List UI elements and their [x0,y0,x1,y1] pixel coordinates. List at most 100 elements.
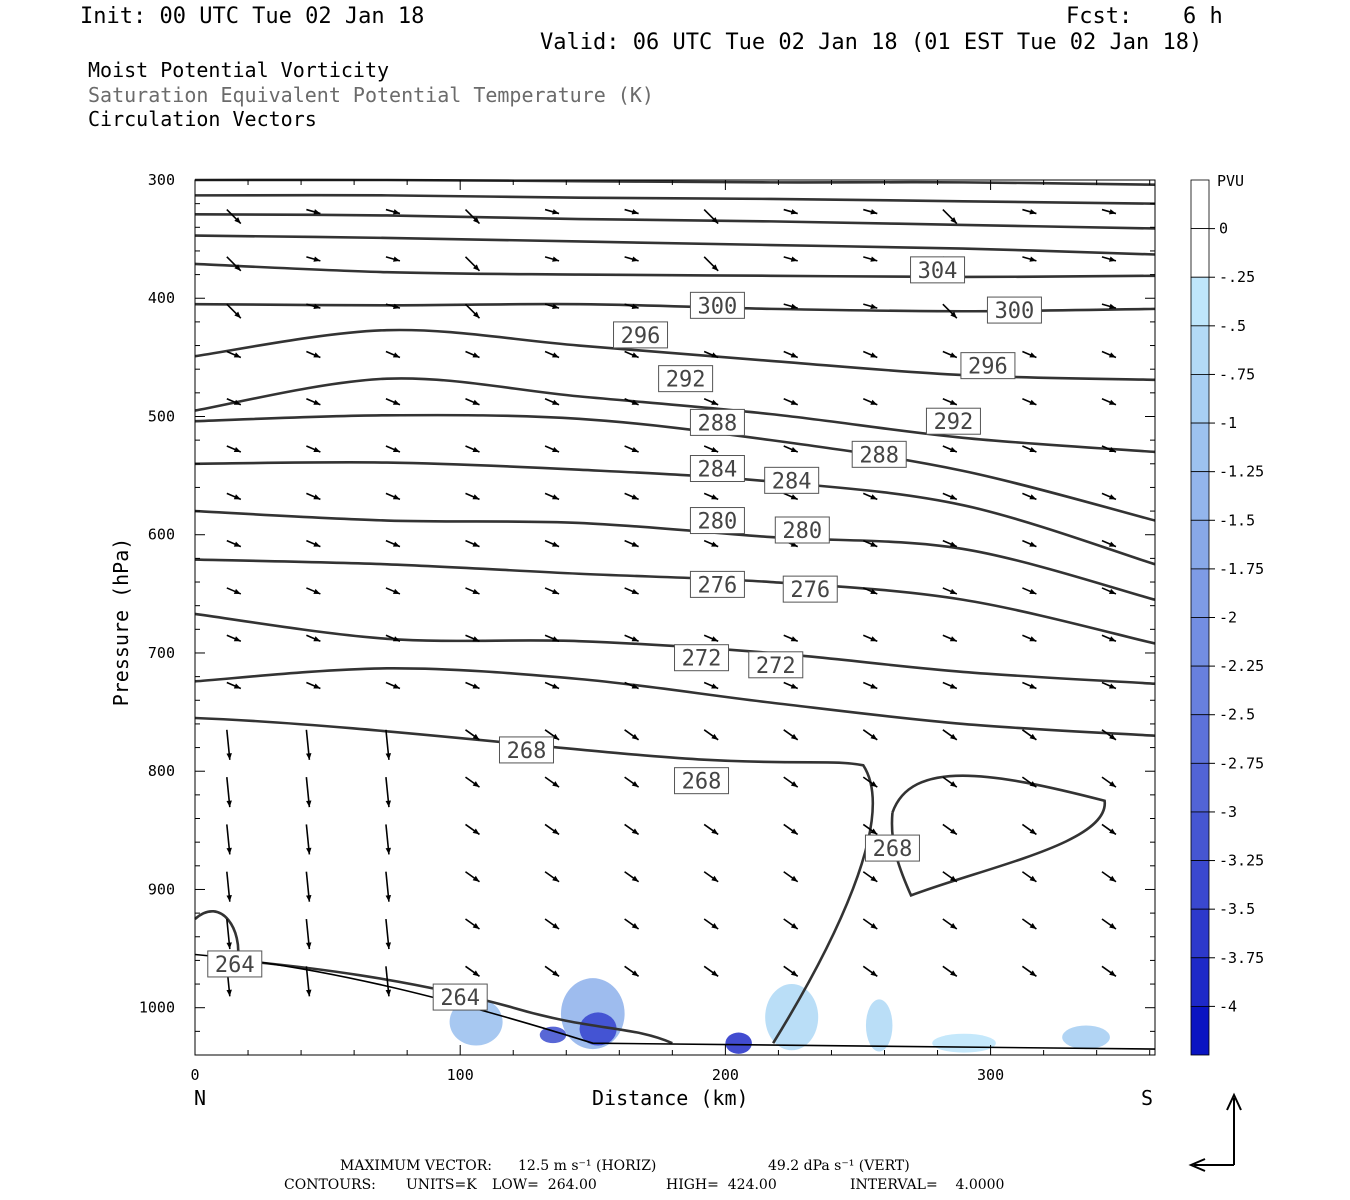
contour-label-box [674,644,730,672]
circulation-vector-head [233,588,241,594]
circulation-vector-head [392,209,400,215]
circulation-vector-head [950,733,957,740]
fcst-label: Fcst: [1066,4,1133,29]
circulation-vector-head [711,875,719,882]
colorbar-label: -.75 [1219,365,1255,383]
contour-label-box [748,651,804,679]
isentrope-line [194,178,1156,187]
circulation-vector-head [949,447,957,453]
contour-label-box [851,440,907,468]
contour-label: 304 [918,259,958,284]
valid-time: Valid: 06 UTC Tue 02 Jan 18 (01 EST Tue … [540,30,1203,55]
contour-label: 268 [873,837,913,862]
circulation-vector-head [1108,683,1116,689]
contour-label: 300 [995,299,1035,324]
circulation-vector-head [1029,209,1037,215]
contour-label: 284 [772,469,812,494]
circulation-vector-head [385,989,392,997]
circulation-vector-head [313,352,321,358]
colorbar-segment [1190,714,1210,764]
pv-shading [932,1033,996,1053]
circulation-vector-head [790,828,798,835]
init-time: Init: 00 UTC Tue 02 Jan 18 [80,4,425,29]
circulation-vector-head [870,733,878,740]
contour-label-box [960,352,1016,380]
circulation-vector-head [949,541,957,547]
circulation-vector-head [1029,399,1037,405]
x-tick-label: 0 [190,1066,199,1084]
circulation-vector-head [631,733,639,740]
circulation-vector-head [950,217,957,224]
circulation-vector-head [306,989,312,997]
circulation-vector-head [313,399,321,405]
circulation-vector-head [552,541,560,547]
circulation-vector-head [313,588,321,594]
circulation-vector-head [473,311,480,319]
circulation-vector-head [631,352,639,358]
colorbar-segment [1190,422,1210,473]
footer-low: LOW= 264.00 [492,1177,597,1193]
circulation-vector-head [472,352,480,358]
circulation-vector-head [711,352,719,358]
circulation-vector-head [631,303,639,310]
circulation-vector-head [790,970,798,977]
contour-label-box [764,466,820,494]
circulation-vector-head [552,923,560,930]
circulation-vector-head [1029,494,1037,500]
colorbar-segment [1190,228,1210,278]
colorbar-segment [1190,762,1210,813]
circulation-vector-head [949,352,957,358]
circulation-vector-head [870,209,878,215]
circulation-vector-head [949,588,957,594]
colorbar-label: -1.25 [1219,463,1264,481]
isentrope-line [194,377,1156,454]
x-end-north: N [194,1086,207,1110]
contour-label-box [689,291,745,319]
contour-label-box [774,516,830,544]
circulation-vector-head [950,781,957,788]
circulation-vector-head [552,303,560,310]
circulation-vector-head [870,494,878,500]
colorbar-label: -1.75 [1219,560,1264,578]
circulation-vector-head [472,733,480,740]
pv-shading [579,1012,617,1046]
circulation-vector-head [1108,352,1116,358]
circulation-vector-head [1109,828,1116,835]
colorbar-label: -2.25 [1219,657,1264,675]
circulation-vector-head [790,399,798,405]
contour-label: 272 [682,647,722,672]
y-tick-label: 800 [148,762,175,780]
circulation-vector-head [711,264,719,271]
circulation-vector-head [306,895,312,902]
circulation-vector-head [790,494,798,500]
circulation-vector-head [306,753,312,760]
x-end-south: S [1141,1086,1154,1110]
y-tick-label: 500 [148,407,175,425]
circulation-vector-head [949,636,957,642]
circulation-vector-head [711,494,719,500]
circulation-vector-head [313,447,321,453]
circulation-vector-head [313,683,321,689]
vector-scale-arrows [1188,1092,1242,1172]
isentrope-line [194,667,1156,738]
circulation-vector-head [226,847,232,855]
circulation-vector-head [1108,541,1116,547]
circulation-vector-head [385,753,392,760]
circulation-vector-head [711,399,719,405]
pv-shading [539,1026,567,1044]
circulation-vector-head [306,847,312,855]
circulation-vector-head [1108,494,1116,500]
contour-label: 292 [666,368,706,393]
circulation-vector-head [711,923,719,930]
circulation-vector-head [1109,875,1116,882]
y-tick-label: 900 [148,880,175,898]
circulation-vector-head [631,923,639,930]
isentrope-line [194,212,1156,230]
circulation-vector-head [631,970,639,977]
footer-horiz: 12.5 m s⁻¹ (HORIZ) [518,1158,657,1174]
footer-contours-label: CONTOURS: [284,1177,376,1193]
circulation-vector-head [870,541,878,547]
circulation-vector-head [472,399,480,405]
contour-label: 280 [698,510,738,535]
circulation-vector-head [790,875,798,882]
